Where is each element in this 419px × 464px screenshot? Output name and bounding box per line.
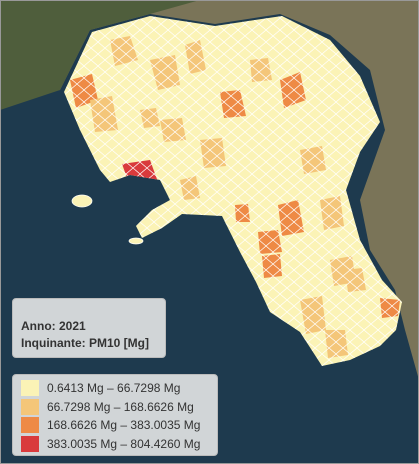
legend-entry: 383.0035 Mg – 804.4260 Mg <box>21 435 200 453</box>
legend-label: 66.7298 Mg – 168.6626 Mg <box>47 399 194 414</box>
legend-swatch <box>21 417 39 433</box>
neighbour-land <box>0 0 200 110</box>
legend-swatch <box>21 398 39 415</box>
legend-label: 383.0035 Mg – 804.4260 Mg <box>47 436 201 451</box>
legend-label: 0.6413 Mg – 66.7298 Mg <box>47 381 181 395</box>
info-box: Anno: 2021 Inquinante: PM10 [Mg] <box>12 298 166 358</box>
legend-label: 168.6626 Mg – 383.0035 Mg <box>47 418 201 432</box>
island <box>128 237 144 245</box>
island <box>71 194 93 208</box>
legend-swatch <box>21 435 39 452</box>
pollutant: Inquinante: PM10 [Mg] <box>21 336 149 350</box>
legend-entry: 66.7298 Mg – 168.6626 Mg <box>21 398 194 416</box>
legend-swatch <box>21 380 39 396</box>
legend: 0.6413 Mg – 66.7298 Mg 66.7298 Mg – 168.6… <box>12 374 218 456</box>
legend-entry: 0.6413 Mg – 66.7298 Mg <box>21 379 180 397</box>
legend-entry: 168.6626 Mg – 383.0035 Mg <box>21 416 200 434</box>
year: Anno: 2021 <box>21 319 86 333</box>
